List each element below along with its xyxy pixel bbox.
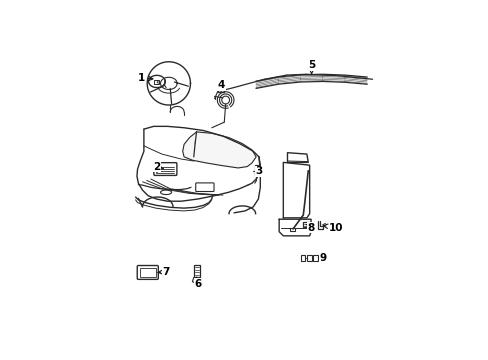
Polygon shape xyxy=(183,132,256,168)
Bar xyxy=(300,255,305,261)
FancyBboxPatch shape xyxy=(195,183,214,192)
Bar xyxy=(153,80,159,84)
Bar xyxy=(302,222,308,227)
Bar xyxy=(218,88,224,92)
Text: 6: 6 xyxy=(194,277,201,289)
Text: 5: 5 xyxy=(307,60,315,74)
Bar xyxy=(254,165,258,176)
Bar xyxy=(312,255,317,261)
Text: 1: 1 xyxy=(137,73,153,83)
Text: 9: 9 xyxy=(318,253,325,263)
Bar xyxy=(193,265,200,278)
Ellipse shape xyxy=(160,190,171,194)
Text: 4: 4 xyxy=(217,80,225,91)
Bar xyxy=(290,228,295,231)
Text: 10: 10 xyxy=(323,222,343,233)
Text: 8: 8 xyxy=(306,222,314,233)
FancyBboxPatch shape xyxy=(154,163,177,175)
Text: 7: 7 xyxy=(158,267,169,277)
Text: 2: 2 xyxy=(152,162,163,172)
Bar xyxy=(306,255,311,261)
Text: 3: 3 xyxy=(255,166,262,176)
FancyBboxPatch shape xyxy=(137,266,158,279)
Bar xyxy=(140,268,155,277)
